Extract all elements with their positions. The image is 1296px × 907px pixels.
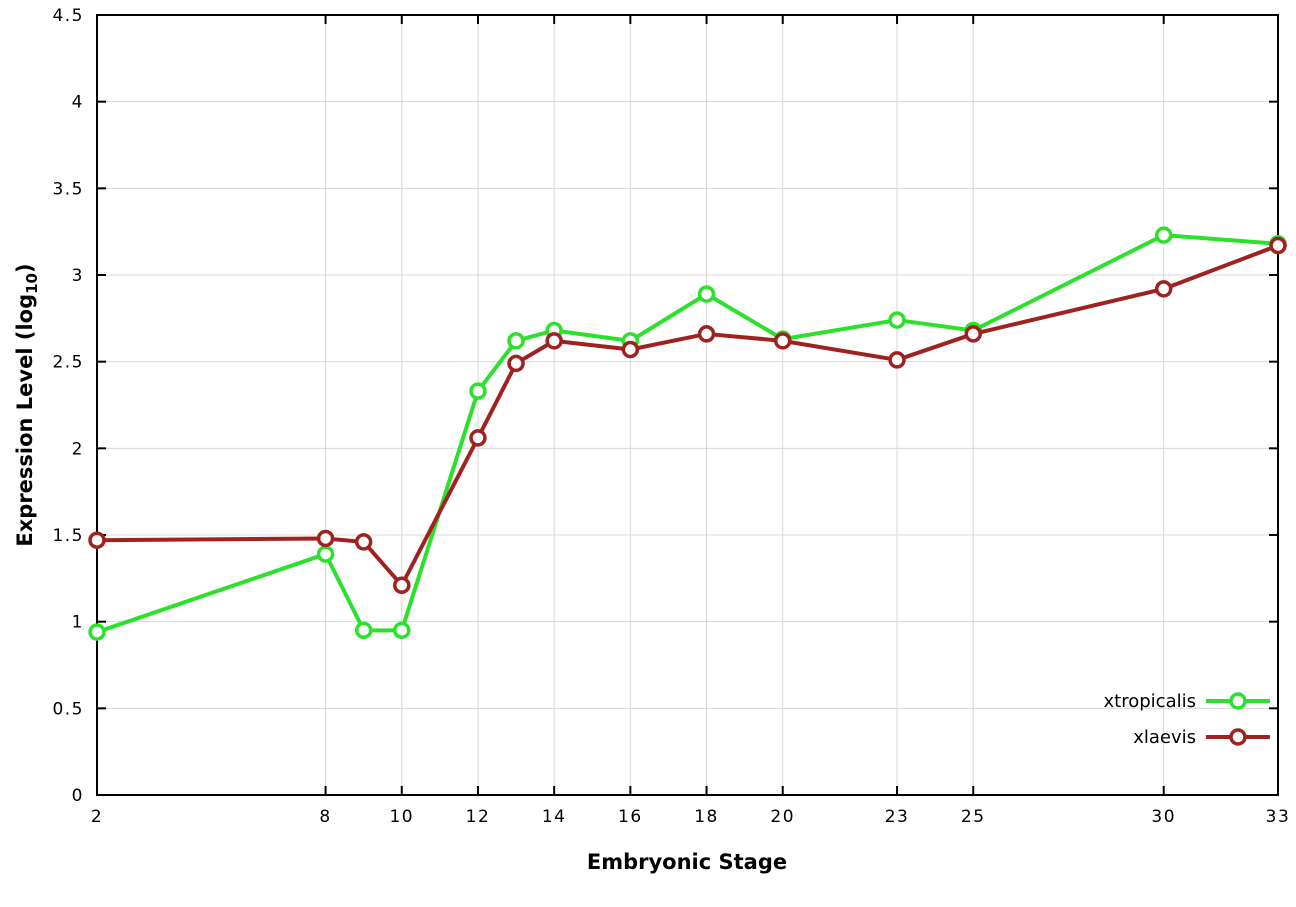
legend-label-xlaevis: xlaevis	[1133, 727, 1196, 748]
x-tick-label: 2	[91, 807, 103, 827]
data-point-xlaevis	[316, 529, 335, 548]
data-point-xlaevis	[1269, 236, 1287, 255]
data-point-xlaevis	[469, 429, 487, 447]
plot-border	[96, 14, 1279, 796]
data-point-xlaevis	[1154, 280, 1173, 298]
x-tick-label: 16	[618, 807, 643, 827]
x-axis-title: Embryonic Stage	[587, 850, 787, 874]
y-axis-title-subscript: 10	[23, 273, 41, 294]
y-tick-label: 2.5	[52, 353, 84, 373]
plot-generated-content: 2 8 10 12 14 16 18 20 23 25 30 33 0 0.5 1 1.5 2 2.5 3 3.5 4 4…	[52, 6, 1291, 827]
legend-marker-xtropicalis	[1229, 692, 1247, 710]
data-point-xtropicalis	[354, 621, 373, 640]
y-tick-label: 0.5	[52, 699, 84, 719]
data-point-xtropicalis	[507, 332, 525, 350]
data-point-xlaevis	[88, 531, 106, 549]
y-tick-label: 1	[72, 613, 84, 633]
x-tick-label: 12	[466, 807, 491, 827]
data-point-xlaevis	[888, 351, 906, 369]
y-axis-title-text: Expression Level (log	[13, 294, 37, 547]
x-tick-label: 20	[770, 807, 795, 827]
x-tick-label: 18	[694, 807, 719, 827]
y-tick-label: 1.5	[52, 526, 84, 546]
x-tick-label: 30	[1151, 807, 1176, 827]
data-point-xlaevis	[964, 325, 982, 343]
x-tick-label: 10	[389, 807, 414, 827]
y-axis-title: Expression Level (log10)	[13, 263, 41, 546]
data-point-xtropicalis	[888, 311, 906, 329]
x-tick-label: 33	[1266, 807, 1291, 827]
series-line-xlaevis	[95, 243, 1280, 588]
x-tick-label: 14	[542, 807, 567, 827]
data-point-xlaevis	[354, 533, 373, 551]
data-point-xlaevis	[545, 332, 563, 350]
legend-label-xtropicalis: xtropicalis	[1104, 691, 1196, 712]
data-point-xlaevis	[697, 325, 716, 343]
data-point-xlaevis	[773, 332, 792, 350]
data-point-xtropicalis	[697, 285, 716, 303]
data-point-xtropicalis	[393, 621, 411, 640]
y-tick-label: 0	[72, 786, 84, 806]
series-line-xtropicalis	[95, 233, 1280, 635]
y-tick-label: 3	[72, 266, 84, 286]
y-axis-title-close: )	[13, 263, 37, 273]
legend-marker-xlaevis	[1229, 728, 1247, 746]
y-tick-label: 3.5	[52, 179, 84, 199]
y-tick-label: 2	[72, 439, 84, 459]
data-point-xlaevis	[507, 354, 525, 373]
data-point-xtropicalis	[88, 623, 106, 641]
data-point-xtropicalis	[316, 545, 335, 563]
data-point-xtropicalis	[469, 382, 487, 400]
data-point-xtropicalis	[1154, 226, 1173, 244]
data-point-xlaevis	[393, 576, 411, 595]
x-tick-label: 23	[885, 807, 910, 827]
x-tick-label: 8	[319, 807, 331, 827]
data-point-xlaevis	[621, 340, 640, 359]
y-tick-label: 4.5	[52, 6, 84, 26]
x-tick-label: 25	[961, 807, 986, 827]
y-tick-label: 4	[72, 93, 84, 113]
